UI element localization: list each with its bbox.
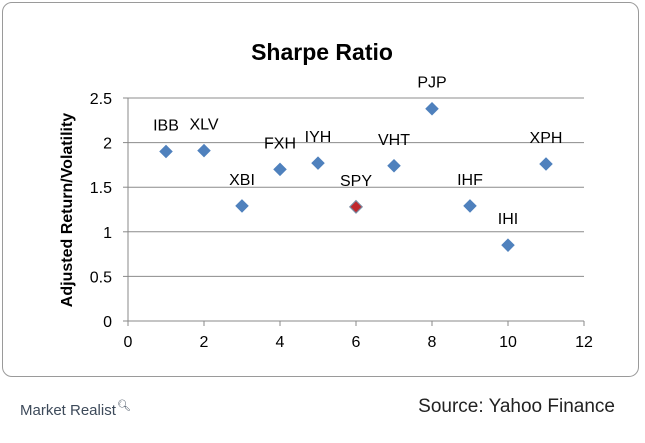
x-tick-label: 8 [428, 334, 437, 351]
x-tick-label: 6 [352, 334, 361, 351]
magnifier-icon: 🔍︎ [116, 400, 131, 412]
x-tick-label: 2 [200, 334, 209, 351]
y-tick-label: 0 [103, 314, 112, 331]
market-realist-logo: Market Realist🔍︎ [20, 399, 131, 419]
source-note: Source: Yahoo Finance [418, 396, 615, 417]
data-label-iyh: IYH [305, 129, 332, 146]
y-tick-label: 0.5 [90, 269, 112, 286]
data-label-spy: SPY [340, 173, 372, 190]
data-point-xph [539, 157, 553, 171]
data-label-vht: VHT [378, 132, 410, 149]
y-tick-label: 2 [103, 136, 112, 153]
data-point-vht [387, 159, 401, 173]
data-point-ihi [501, 238, 515, 252]
y-tick-label: 2.5 [90, 91, 112, 108]
data-label-pjp: PJP [417, 75, 446, 92]
data-point-ibb [159, 144, 173, 159]
data-label-xlv: XLV [189, 117, 218, 134]
brand-text: Market Realist [20, 402, 116, 419]
data-point-fxh [273, 162, 287, 177]
chart-canvas: Sharpe Ratio Adjusted Return/Volatility … [59, 39, 593, 351]
y-axis-label: Adjusted Return/Volatility [59, 113, 76, 307]
data-label-ihf: IHF [457, 172, 483, 189]
x-tick-label: 10 [499, 334, 517, 351]
chart-title: Sharpe Ratio [251, 39, 393, 65]
data-label-ihi: IHI [498, 211, 518, 228]
x-tick-label: 12 [575, 334, 593, 351]
x-tick-label: 0 [124, 334, 133, 351]
data-point-spy [348, 199, 364, 214]
chart-frame [2, 2, 639, 377]
data-label-ibb: IBB [153, 118, 179, 135]
data-point-xbi [235, 199, 249, 213]
y-tick-label: 1.5 [90, 180, 112, 197]
data-point-ihf [463, 199, 477, 213]
x-tick-label: 4 [276, 334, 285, 351]
data-point-xlv [197, 143, 211, 158]
data-point-iyh [311, 156, 325, 170]
data-label-xbi: XBI [229, 172, 255, 189]
data-label-fxh: FXH [264, 135, 296, 152]
data-label-xph: XPH [530, 130, 563, 147]
y-tick-label: 1 [103, 225, 112, 242]
data-point-pjp [425, 101, 439, 116]
